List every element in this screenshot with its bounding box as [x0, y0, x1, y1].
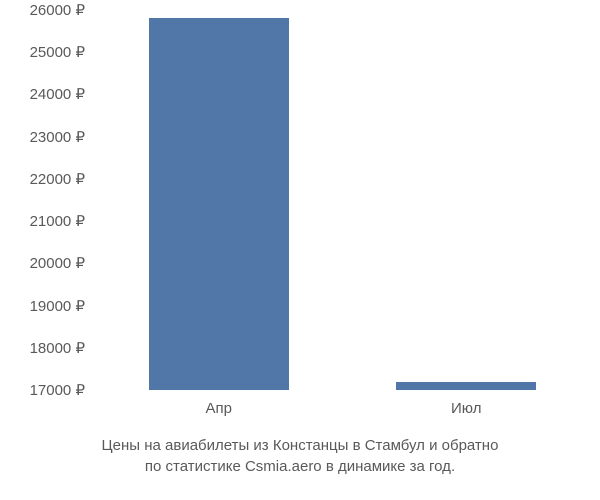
- caption-line-2: по статистике Csmia.aero в динамике за г…: [145, 458, 455, 475]
- y-axis: 17000 ₽18000 ₽19000 ₽20000 ₽21000 ₽22000…: [0, 10, 90, 390]
- chart-container: 17000 ₽ 18000 ₽ 19000 ₽ 20000 ₽ 21000 ₽ 22000…: [0, 0, 600, 500]
- y-tick-label: 21000 ₽: [30, 212, 85, 230]
- x-axis: Апр Июл: [95, 395, 590, 425]
- plot-area: [95, 10, 590, 390]
- y-tick-label: 26000 ₽: [30, 1, 85, 19]
- y-tick-label: 18000 ₽: [30, 339, 85, 357]
- bar: [149, 18, 289, 390]
- y-tick-label: 22000 ₽: [30, 170, 85, 188]
- y-tick-label: 23000 ₽: [30, 128, 85, 146]
- caption-line-1: Цены на авиабилеты из Констанцы в Стамбу…: [102, 437, 499, 454]
- x-tick-label: Апр: [206, 400, 232, 417]
- x-tick-label: Июл: [451, 400, 481, 417]
- y-tick-label: 19000 ₽: [30, 297, 85, 315]
- y-tick-label: 20000 ₽: [30, 254, 85, 272]
- y-tick-label: 24000 ₽: [30, 85, 85, 103]
- y-tick-label: 17000 ₽: [30, 381, 85, 399]
- bar: [396, 382, 536, 390]
- y-tick-label: 25000 ₽: [30, 43, 85, 61]
- chart-caption: Цены на авиабилеты из Констанцы в Стамбу…: [0, 435, 600, 477]
